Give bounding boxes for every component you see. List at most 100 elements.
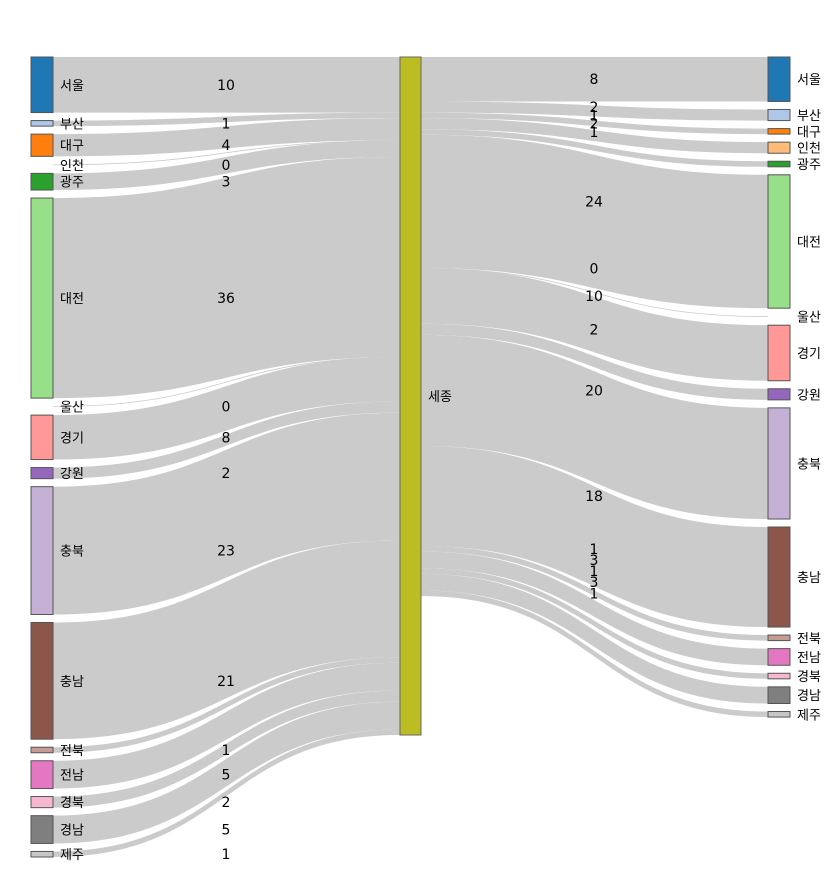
source-node-label: 경남 bbox=[60, 824, 84, 839]
source-node-경기 bbox=[30, 414, 54, 461]
outflow-value-label: 1 bbox=[590, 125, 599, 141]
outflow-value-label: 1 bbox=[590, 564, 599, 580]
link-in-대전 bbox=[53, 157, 400, 399]
target-node-충북 bbox=[767, 407, 791, 520]
inflow-value-label: 21 bbox=[217, 674, 235, 690]
link-in-인천 bbox=[53, 140, 400, 166]
target-node-label: 전남 bbox=[797, 651, 821, 666]
outflow-value-label: 1 bbox=[590, 108, 599, 124]
link-in-울산 bbox=[53, 357, 400, 407]
outflow-value-label: 0 bbox=[590, 262, 599, 278]
outflow-value-label: 3 bbox=[590, 575, 599, 591]
link-out-충남 bbox=[421, 446, 768, 628]
source-node-label: 전북 bbox=[60, 744, 84, 759]
target-node-경기 bbox=[767, 324, 791, 382]
link-in-강원 bbox=[53, 401, 400, 479]
link-in-전북 bbox=[53, 657, 400, 753]
outflow-value-label: 2 bbox=[590, 117, 599, 133]
source-node-label: 충북 bbox=[60, 545, 84, 560]
inflow-value-label: 3 bbox=[222, 175, 231, 191]
target-node-label: 제주 bbox=[797, 708, 821, 723]
outflow-value-label: 1 bbox=[590, 542, 599, 558]
outflow-value-label: 2 bbox=[590, 100, 599, 116]
center-node bbox=[399, 56, 422, 736]
outflow-links bbox=[421, 57, 768, 718]
target-node-대구 bbox=[767, 128, 791, 135]
source-node-label: 전남 bbox=[60, 769, 84, 784]
link-out-광주 bbox=[421, 129, 768, 167]
target-node-label: 경북 bbox=[797, 670, 821, 685]
source-node-label: 제주 bbox=[60, 848, 84, 863]
link-out-전남 bbox=[421, 551, 768, 666]
outflow-value-label: 24 bbox=[585, 194, 603, 210]
source-node-label: 경기 bbox=[60, 431, 84, 446]
link-out-대구 bbox=[421, 112, 768, 135]
link-in-전남 bbox=[53, 662, 400, 789]
link-out-경남 bbox=[421, 573, 768, 704]
target-node-경남 bbox=[767, 686, 791, 705]
target-node-label: 경남 bbox=[797, 689, 821, 704]
inflow-value-label: 23 bbox=[217, 544, 235, 560]
target-node-충남 bbox=[767, 526, 791, 628]
target-node-label: 충북 bbox=[797, 457, 821, 472]
inflow-value-label: 1 bbox=[222, 847, 231, 863]
inflow-value-label: 0 bbox=[222, 399, 231, 415]
source-node-label: 충남 bbox=[60, 675, 84, 690]
source-node-경남 bbox=[30, 815, 54, 844]
outflow-value-label: 8 bbox=[590, 72, 599, 88]
target-node-label: 충남 bbox=[797, 571, 821, 586]
outflow-value-label: 1 bbox=[590, 586, 599, 602]
source-node-label: 경북 bbox=[60, 796, 84, 811]
link-out-경기 bbox=[421, 268, 768, 381]
target-node-label: 대구 bbox=[797, 125, 821, 140]
target-node-서울 bbox=[767, 56, 791, 102]
link-in-부산 bbox=[53, 112, 400, 127]
link-out-강원 bbox=[421, 323, 768, 400]
source-node-부산 bbox=[30, 120, 54, 127]
source-node-서울 bbox=[30, 56, 54, 114]
source-node-label: 대구 bbox=[60, 139, 84, 154]
source-node-label: 서울 bbox=[60, 79, 84, 94]
outflow-value-label: 3 bbox=[590, 553, 599, 569]
link-in-대구 bbox=[53, 118, 400, 157]
source-node-광주 bbox=[30, 172, 54, 191]
link-out-서울 bbox=[421, 57, 768, 102]
nodes bbox=[30, 56, 791, 858]
target-node-부산 bbox=[767, 108, 791, 122]
inflow-value-label: 5 bbox=[222, 768, 231, 784]
inflow-value-label: 1 bbox=[222, 743, 231, 759]
source-node-경북 bbox=[30, 796, 54, 809]
link-out-대전 bbox=[421, 134, 768, 309]
source-node-label: 부산 bbox=[60, 117, 84, 132]
inflow-value-label: 0 bbox=[222, 158, 231, 174]
link-in-제주 bbox=[53, 729, 400, 857]
inflow-links bbox=[53, 57, 400, 857]
target-node-label: 강원 bbox=[797, 388, 821, 403]
source-node-제주 bbox=[30, 850, 54, 858]
outflow-value-label: 20 bbox=[585, 383, 603, 399]
target-node-label: 경기 bbox=[797, 347, 821, 362]
link-in-서울 bbox=[53, 57, 400, 113]
source-node-label: 울산 bbox=[60, 401, 84, 416]
source-node-충북 bbox=[30, 486, 54, 615]
link-in-경남 bbox=[53, 701, 400, 844]
source-node-전북 bbox=[30, 746, 54, 754]
source-node-충남 bbox=[30, 621, 54, 740]
link-in-경북 bbox=[53, 690, 400, 808]
target-node-제주 bbox=[767, 711, 791, 718]
target-node-강원 bbox=[767, 388, 791, 401]
outflow-value-label: 18 bbox=[585, 489, 603, 505]
target-node-label: 인천 bbox=[797, 142, 821, 157]
inflow-value-label: 1 bbox=[222, 116, 231, 132]
source-node-대구 bbox=[30, 133, 54, 157]
source-node-전남 bbox=[30, 760, 54, 790]
link-out-울산 bbox=[421, 268, 768, 317]
inflow-value-label: 4 bbox=[222, 138, 231, 154]
target-node-인천 bbox=[767, 141, 791, 154]
source-node-강원 bbox=[30, 467, 54, 480]
link-in-광주 bbox=[53, 140, 400, 191]
inflow-value-label: 36 bbox=[217, 291, 235, 307]
source-node-label: 인천 bbox=[60, 159, 84, 174]
link-out-경북 bbox=[421, 568, 768, 679]
target-node-label: 울산 bbox=[797, 311, 821, 326]
